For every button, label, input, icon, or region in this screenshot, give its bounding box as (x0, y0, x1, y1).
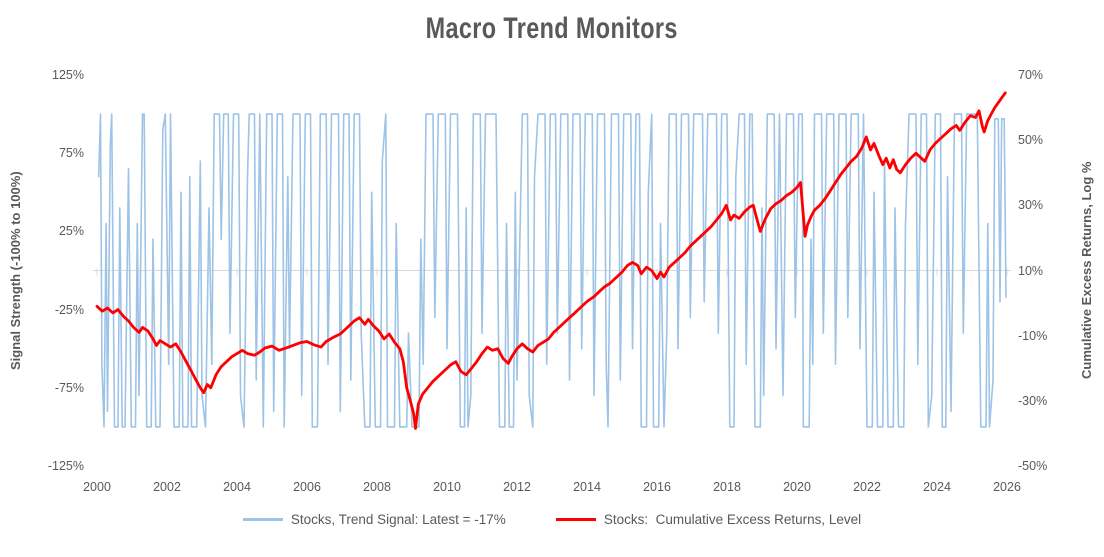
x-axis-tick-label: 2024 (923, 480, 951, 494)
legend-item-excess-returns: Stocks: Cumulative Excess Returns, Level (555, 512, 862, 527)
right-axis-tick-label: -30% (1018, 393, 1048, 408)
excess-returns-line-swatch (555, 518, 596, 521)
left-axis-tick-label: 125% (52, 68, 84, 82)
right-axis-tick-label: 30% (1018, 198, 1044, 213)
x-axis-tick-label: 2016 (643, 480, 671, 494)
x-axis-tick-label: 2002 (153, 480, 181, 494)
x-axis-tick-label: 2012 (503, 480, 531, 494)
chart-title: Macro Trend Monitors (0, 12, 1104, 46)
right-axis-tick-label: -50% (1018, 459, 1048, 473)
legend-item-trend-signal: Stocks, Trend Signal: Latest = -17% (242, 512, 506, 527)
x-axis-tick-label: 2008 (363, 480, 391, 494)
left-axis-tick-label: -125% (47, 459, 84, 473)
x-axis-tick-label: 2022 (853, 480, 881, 494)
x-axis-tick-label: 2000 (83, 480, 111, 494)
excess-returns-legend-label: Stocks: Cumulative Excess Returns, Level (603, 512, 862, 527)
right-axis-tick-label: 50% (1018, 133, 1044, 148)
x-axis-tick-label: 2014 (573, 480, 601, 494)
x-axis-tick-label: 2010 (433, 480, 461, 494)
left-axis-tick-label: 75% (58, 146, 84, 161)
excess-returns-line (95, 91, 1007, 430)
legend: Stocks, Trend Signal: Latest = -17% Stoc… (0, 512, 1104, 527)
right-axis-tick-label: -10% (1018, 328, 1048, 343)
right-axis-tick-label: 10% (1018, 263, 1044, 278)
x-axis-tick-label: 2026 (993, 480, 1021, 494)
left-axis-tick-label: -25% (54, 302, 84, 317)
left-axis-tick-label: -75% (54, 380, 84, 395)
trend-signal-legend-label: Stocks, Trend Signal: Latest = -17% (290, 512, 506, 527)
x-axis-tick-label: 2004 (223, 480, 251, 494)
trend-signal-line-swatch (242, 518, 283, 521)
x-axis-tick-label: 2006 (293, 480, 321, 494)
right-axis-tick-label: 70% (1018, 68, 1044, 82)
trend-signal-line (97, 113, 1007, 428)
chart-title-text: Macro Trend Monitors (425, 12, 679, 45)
x-axis-tick-label: 2020 (783, 480, 811, 494)
left-axis-tick-label: 25% (58, 224, 84, 239)
x-axis-tick-label: 2018 (713, 480, 741, 494)
